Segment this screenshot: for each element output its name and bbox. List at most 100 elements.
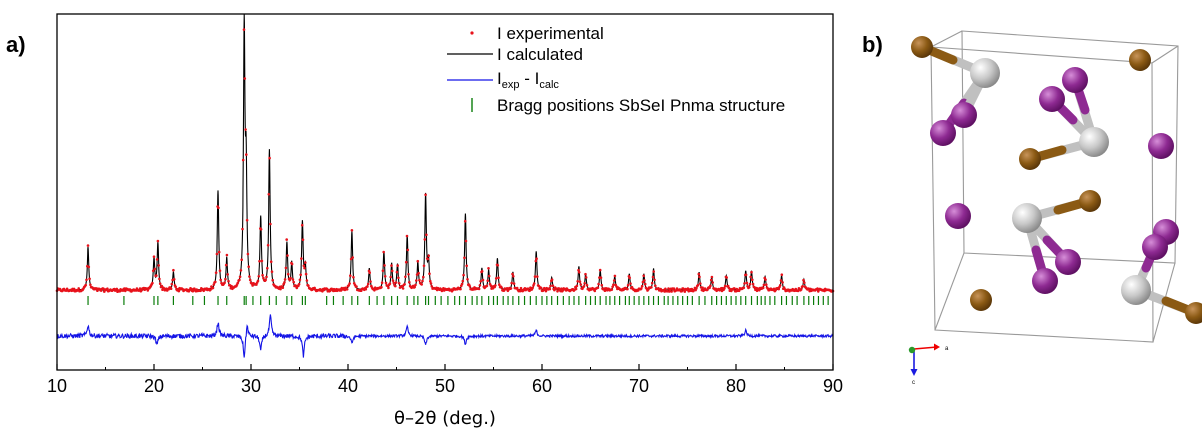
x-tick-label: 90 [823, 376, 843, 396]
experimental-point [251, 284, 254, 287]
experimental-point [498, 283, 501, 287]
experimental-point [218, 269, 222, 273]
experimental-point [574, 287, 578, 291]
experimental-point [151, 281, 154, 285]
experimental-point [726, 284, 730, 288]
experimental-point [279, 287, 282, 291]
sb-atom [1121, 275, 1151, 305]
experimental-point [172, 268, 175, 272]
i-atom [1148, 133, 1174, 159]
experimental-point [283, 281, 286, 284]
experimental-point [536, 275, 539, 278]
experimental-point [654, 284, 657, 288]
experimental-point [598, 268, 602, 272]
experimental-point [267, 193, 271, 196]
experimental-point [758, 288, 761, 292]
experimental-point [366, 282, 370, 286]
experimental-point [802, 278, 805, 282]
experimental-point [500, 286, 503, 289]
experimental-point [417, 271, 420, 275]
experimental-point [153, 267, 157, 271]
legend-item-diff: Iexp - Icalc [447, 69, 559, 91]
experimental-point [106, 287, 109, 291]
experimental-point [762, 283, 766, 287]
experimental-point [239, 269, 243, 272]
experimental-point [387, 286, 390, 290]
experimental-point [269, 260, 273, 264]
experimental-point [796, 289, 800, 293]
experimental-point [743, 282, 746, 285]
experimental-point [698, 275, 701, 279]
se-atom [970, 289, 992, 311]
experimental-point [747, 286, 751, 289]
experimental-point [84, 283, 87, 287]
experimental-point [640, 284, 644, 288]
experimental-point [487, 267, 490, 270]
experimental-point [291, 278, 295, 281]
experimental-point [349, 274, 352, 278]
experimental-point [801, 284, 804, 288]
experimental-point [699, 282, 702, 285]
experimental-point [512, 275, 515, 278]
experimental-point [302, 264, 306, 268]
experimental-point [612, 279, 616, 282]
experimental-point [286, 254, 289, 257]
x-tick-label: 40 [338, 376, 358, 396]
experimental-point [405, 234, 409, 238]
legend-label-bragg: Bragg positions SbSeI Pnma structure [497, 96, 785, 115]
experimental-point [422, 275, 425, 279]
experimental-point [610, 288, 614, 291]
experimental-point [651, 275, 655, 279]
experimental-point [245, 153, 248, 156]
experimental-point [626, 283, 630, 287]
experimental-point [462, 273, 465, 277]
experimental-point [628, 276, 631, 280]
experimental-point [225, 253, 229, 257]
experimental-point [265, 275, 268, 279]
experimental-point [292, 280, 296, 284]
experimental-point [397, 276, 400, 280]
experimental-point [479, 280, 483, 283]
experimental-point [368, 271, 372, 275]
experimental-point [300, 257, 303, 260]
experimental-point [577, 271, 581, 274]
a-axis-label: a [945, 346, 949, 352]
series-difference-line [56, 314, 834, 358]
experimental-point [345, 288, 349, 291]
experimental-point [799, 288, 803, 291]
experimental-point [751, 282, 755, 286]
sb-atom [1012, 203, 1042, 233]
experimental-point [262, 276, 265, 280]
experimental-point [260, 259, 264, 263]
experimental-point [270, 270, 274, 274]
experimental-point [266, 266, 269, 270]
experimental-point [593, 289, 597, 293]
experimental-point [531, 286, 534, 290]
experimental-point [88, 277, 91, 281]
experimental-point [295, 286, 299, 290]
experimental-point [626, 287, 629, 291]
experimental-point [72, 287, 76, 291]
experimental-point [672, 287, 676, 290]
experimental-point [152, 255, 156, 258]
experimental-point [155, 258, 159, 261]
experimental-point [238, 278, 241, 282]
i-atom [1055, 249, 1081, 275]
experimental-point [86, 244, 90, 247]
experimental-point [464, 239, 468, 243]
experimental-point [584, 272, 587, 276]
experimental-point [285, 238, 289, 241]
experimental-point [761, 286, 765, 290]
experimental-point [300, 223, 304, 227]
experimental-point [151, 269, 155, 273]
experimental-point [733, 287, 736, 290]
experimental-point [138, 287, 142, 290]
plot-content [55, 14, 835, 358]
experimental-point [579, 283, 583, 286]
experimental-point [494, 284, 497, 287]
experimental-point [550, 278, 554, 282]
se-atom [1185, 302, 1202, 324]
experimental-point [301, 238, 305, 241]
x-axis-title: θ–2θ (deg.) [394, 408, 496, 429]
